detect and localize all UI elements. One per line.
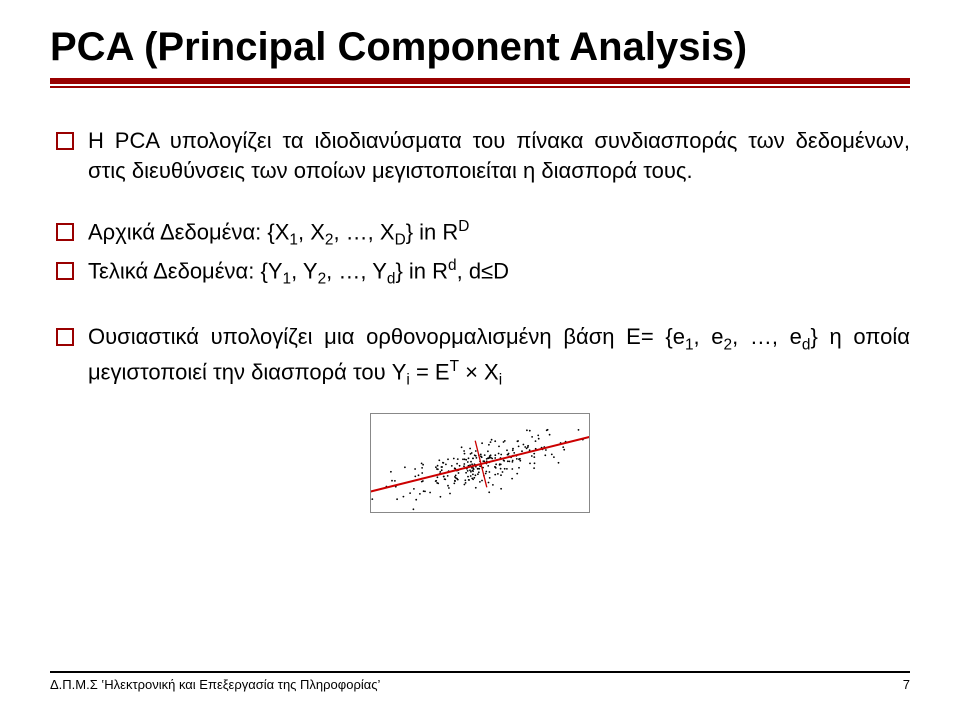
bullet-item: Η PCA υπολογίζει τα ιδιοδιανύσματα του π… — [56, 126, 910, 185]
bullet-list: Η PCA υπολογίζει τα ιδιοδιανύσματα του π… — [50, 126, 910, 391]
text-run: , e — [694, 324, 724, 349]
text-run: , …, Y — [326, 258, 387, 283]
bullet-text: Ουσιαστικά υπολογίζει μια ορθονορμαλισμέ… — [88, 322, 910, 391]
slide-footer: Δ.Π.Μ.Σ ‛Ηλεκτρονική και Επεξεργασία της… — [50, 671, 910, 697]
slide: PCA (Principal Component Analysis) Η PCA… — [0, 0, 960, 715]
text-run: , Y — [291, 258, 318, 283]
footer-text: Δ.Π.Μ.Σ ‛Ηλεκτρονική και Επεξεργασία της… — [50, 677, 380, 692]
page-number: 7 — [903, 677, 910, 692]
bullet-text: Τελικά Δεδομένα: {Y1, Y2, …, Yd} in Rd, … — [88, 256, 910, 291]
subscript: 2 — [318, 271, 327, 288]
pca-scatter-figure — [370, 413, 590, 513]
text-run: Τελικά Δεδομένα: {Y — [88, 258, 283, 283]
bullet-box-icon — [56, 223, 74, 241]
bullet-item: Αρχικά Δεδομένα: {X1, X2, …, XD} in RD — [56, 217, 910, 252]
page-title: PCA (Principal Component Analysis) — [50, 24, 910, 70]
title-underline — [50, 78, 910, 88]
text-run: , …, e — [732, 324, 802, 349]
subscript: i — [499, 371, 502, 388]
subscript: 1 — [289, 232, 298, 249]
bullet-box-icon — [56, 328, 74, 346]
text-run: } in R — [406, 220, 459, 245]
subscript: 2 — [724, 337, 733, 354]
text-run: , X — [298, 220, 325, 245]
pca-scatter-svg — [371, 414, 590, 513]
bullet-text: Αρχικά Δεδομένα: {X1, X2, …, XD} in RD — [88, 217, 910, 252]
footer-divider — [50, 671, 910, 673]
bullet-item: Ουσιαστικά υπολογίζει μια ορθονορμαλισμέ… — [56, 322, 910, 391]
subscript: 1 — [685, 337, 694, 354]
bullet-text: Η PCA υπολογίζει τα ιδιοδιανύσματα του π… — [88, 126, 910, 185]
bullet-box-icon — [56, 262, 74, 280]
subscript: D — [395, 232, 406, 249]
superscript: D — [458, 218, 469, 235]
figure-container — [50, 413, 910, 513]
bullet-box-icon — [56, 132, 74, 150]
superscript: T — [450, 358, 459, 375]
text-run: , …, X — [333, 220, 394, 245]
bullet-item: Τελικά Δεδομένα: {Y1, Y2, …, Yd} in Rd, … — [56, 256, 910, 291]
text-run: } in R — [395, 258, 448, 283]
superscript: d — [448, 257, 457, 274]
text-run: = E — [410, 359, 450, 384]
text-run: × X — [459, 359, 499, 384]
text-run: Ουσιαστικά υπολογίζει μια ορθονορμαλισμέ… — [88, 324, 685, 349]
text-run: Αρχικά Δεδομένα: {X — [88, 220, 289, 245]
text-run: , d≤D — [457, 258, 509, 283]
subscript: 1 — [283, 271, 292, 288]
